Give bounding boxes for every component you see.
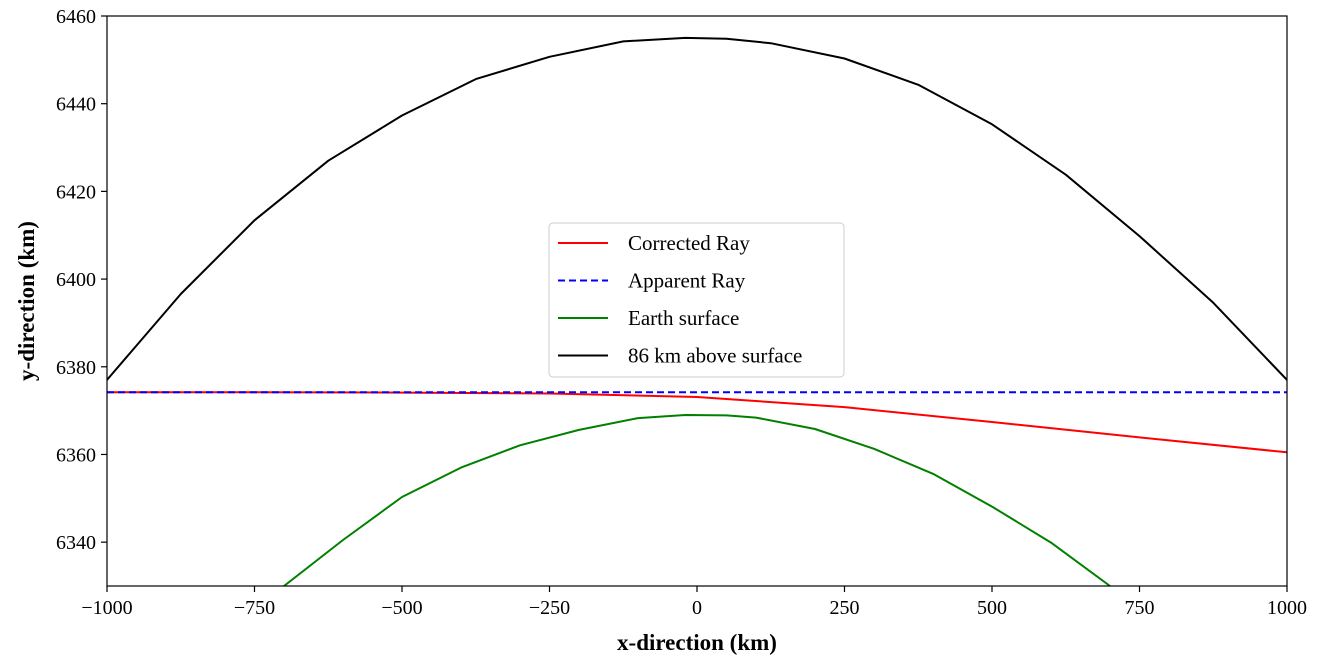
y-tick-label: 6360 [56, 444, 96, 466]
y-tick-label: 6340 [56, 532, 96, 554]
x-tick-label: −750 [234, 597, 275, 619]
plot-lines [107, 36, 1287, 586]
x-tick-label: −1000 [81, 597, 132, 619]
series-line-86-km-above-surface [107, 36, 1287, 381]
x-tick-label: 750 [1125, 597, 1155, 619]
x-tick-label: 500 [977, 597, 1007, 619]
x-tick-label: −250 [529, 597, 570, 619]
legend-box [548, 222, 845, 378]
axis-ticks: −1000 −750 −500 −250 0 250 500 750 1000 6340 6360 6… [56, 6, 1307, 619]
legend-label-86-km-above-surface: 86 km above surface [628, 344, 802, 368]
x-tick-label: 250 [830, 597, 860, 619]
legend-label-earth-surface: Earth surface [628, 306, 739, 330]
y-axis-label: y-direction (km) [14, 221, 39, 381]
y-tick-label: 6460 [56, 6, 96, 28]
series-line-corrected-ray [107, 391, 1287, 454]
x-tick-label: 1000 [1267, 597, 1307, 619]
y-tick-label: 6440 [56, 94, 96, 116]
y-tick-label: 6400 [56, 269, 96, 291]
legend-label-corrected-ray: Corrected Ray [628, 231, 750, 255]
x-tick-label: 0 [692, 597, 702, 619]
y-tick-label: 6420 [56, 181, 96, 203]
x-axis-label: x-direction (km) [617, 630, 777, 655]
series-line-earth-surface [283, 414, 1111, 586]
legend: Corrected Ray Apparent Ray Earth surface 86… [548, 222, 845, 378]
legend-label-apparent-ray: Apparent Ray [628, 269, 746, 293]
y-tick-label: 6380 [56, 357, 96, 379]
x-tick-label: −500 [381, 597, 422, 619]
